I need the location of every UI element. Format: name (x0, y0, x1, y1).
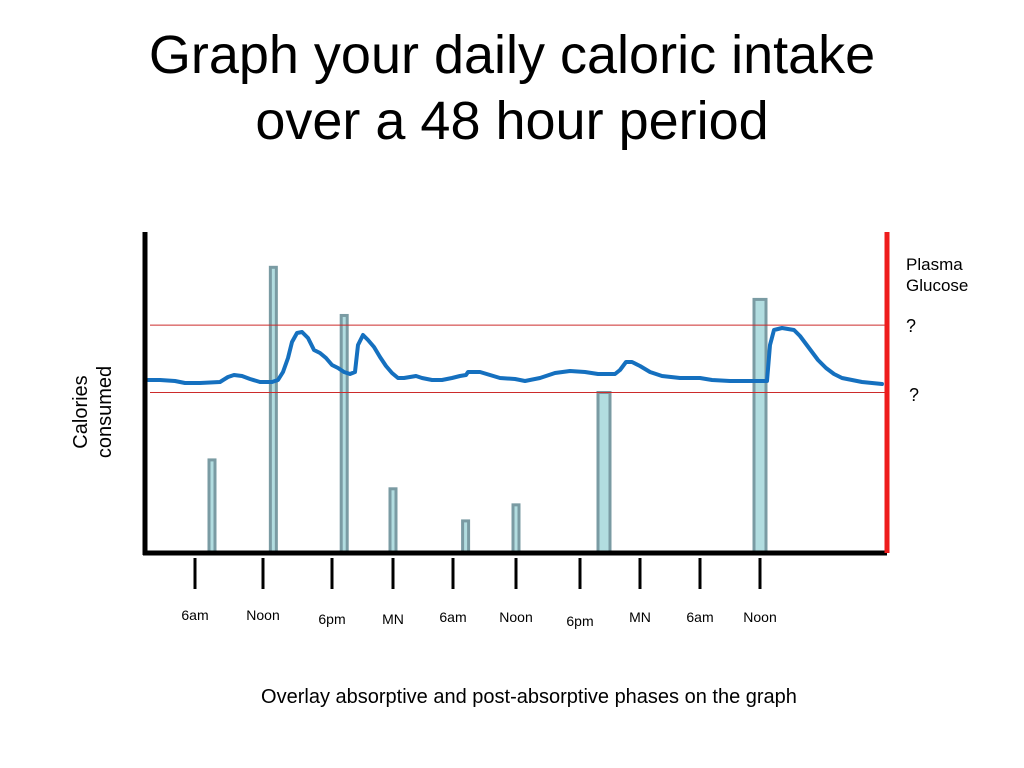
x-tick-label-6: Noon (499, 609, 533, 625)
x-tick-label-8: MN (629, 609, 651, 625)
x-tick-label-2: Noon (246, 607, 280, 623)
ticks-layer (193, 558, 762, 589)
upper-threshold-marker: ? (906, 316, 917, 336)
plasma-glucose-line (146, 326, 884, 386)
x-tick-label-10: Noon (743, 609, 777, 625)
meal-bar-7 (596, 391, 612, 555)
bars-layer (207, 265, 768, 555)
y-axis-label-line-2: consumed (94, 365, 116, 459)
x-tick-label-5: 6am (439, 609, 467, 625)
axes-layer (142, 232, 890, 556)
meal-bar-4 (388, 487, 398, 555)
guides-layer (150, 324, 887, 393)
x-tick-label-9: 6am (686, 609, 714, 625)
title-line-2: over a 48 hour period (255, 91, 769, 151)
y-axis-label: Calories consumed (69, 312, 125, 512)
x-tick-label-3: 6pm (318, 611, 346, 627)
right-axis-label: Plasma Glucose (906, 254, 968, 296)
instruction-text: Overlay absorptive and post-absorptive p… (261, 686, 797, 708)
meal-bar-6 (511, 503, 521, 555)
x-tick-label-4: MN (382, 611, 404, 627)
right-axis-label-line-1: Plasma (906, 255, 963, 274)
x-tick-label-7: 6pm (566, 613, 594, 629)
meal-bar-5 (461, 519, 471, 555)
right-axis-label-line-2: Glucose (906, 276, 969, 295)
meal-bar-1 (207, 458, 217, 555)
lower-threshold-marker: ? (909, 385, 920, 405)
meal-bar-3 (339, 313, 349, 555)
slide-title: Graph your daily caloric intake over a 4… (0, 22, 1024, 154)
meal-bar-2 (268, 265, 278, 555)
y-axis-label-line-1: Calories (70, 375, 92, 449)
title-line-1: Graph your daily caloric intake (148, 25, 876, 85)
x-tick-label-1: 6am (181, 607, 209, 623)
meal-bar-8 (752, 297, 768, 555)
